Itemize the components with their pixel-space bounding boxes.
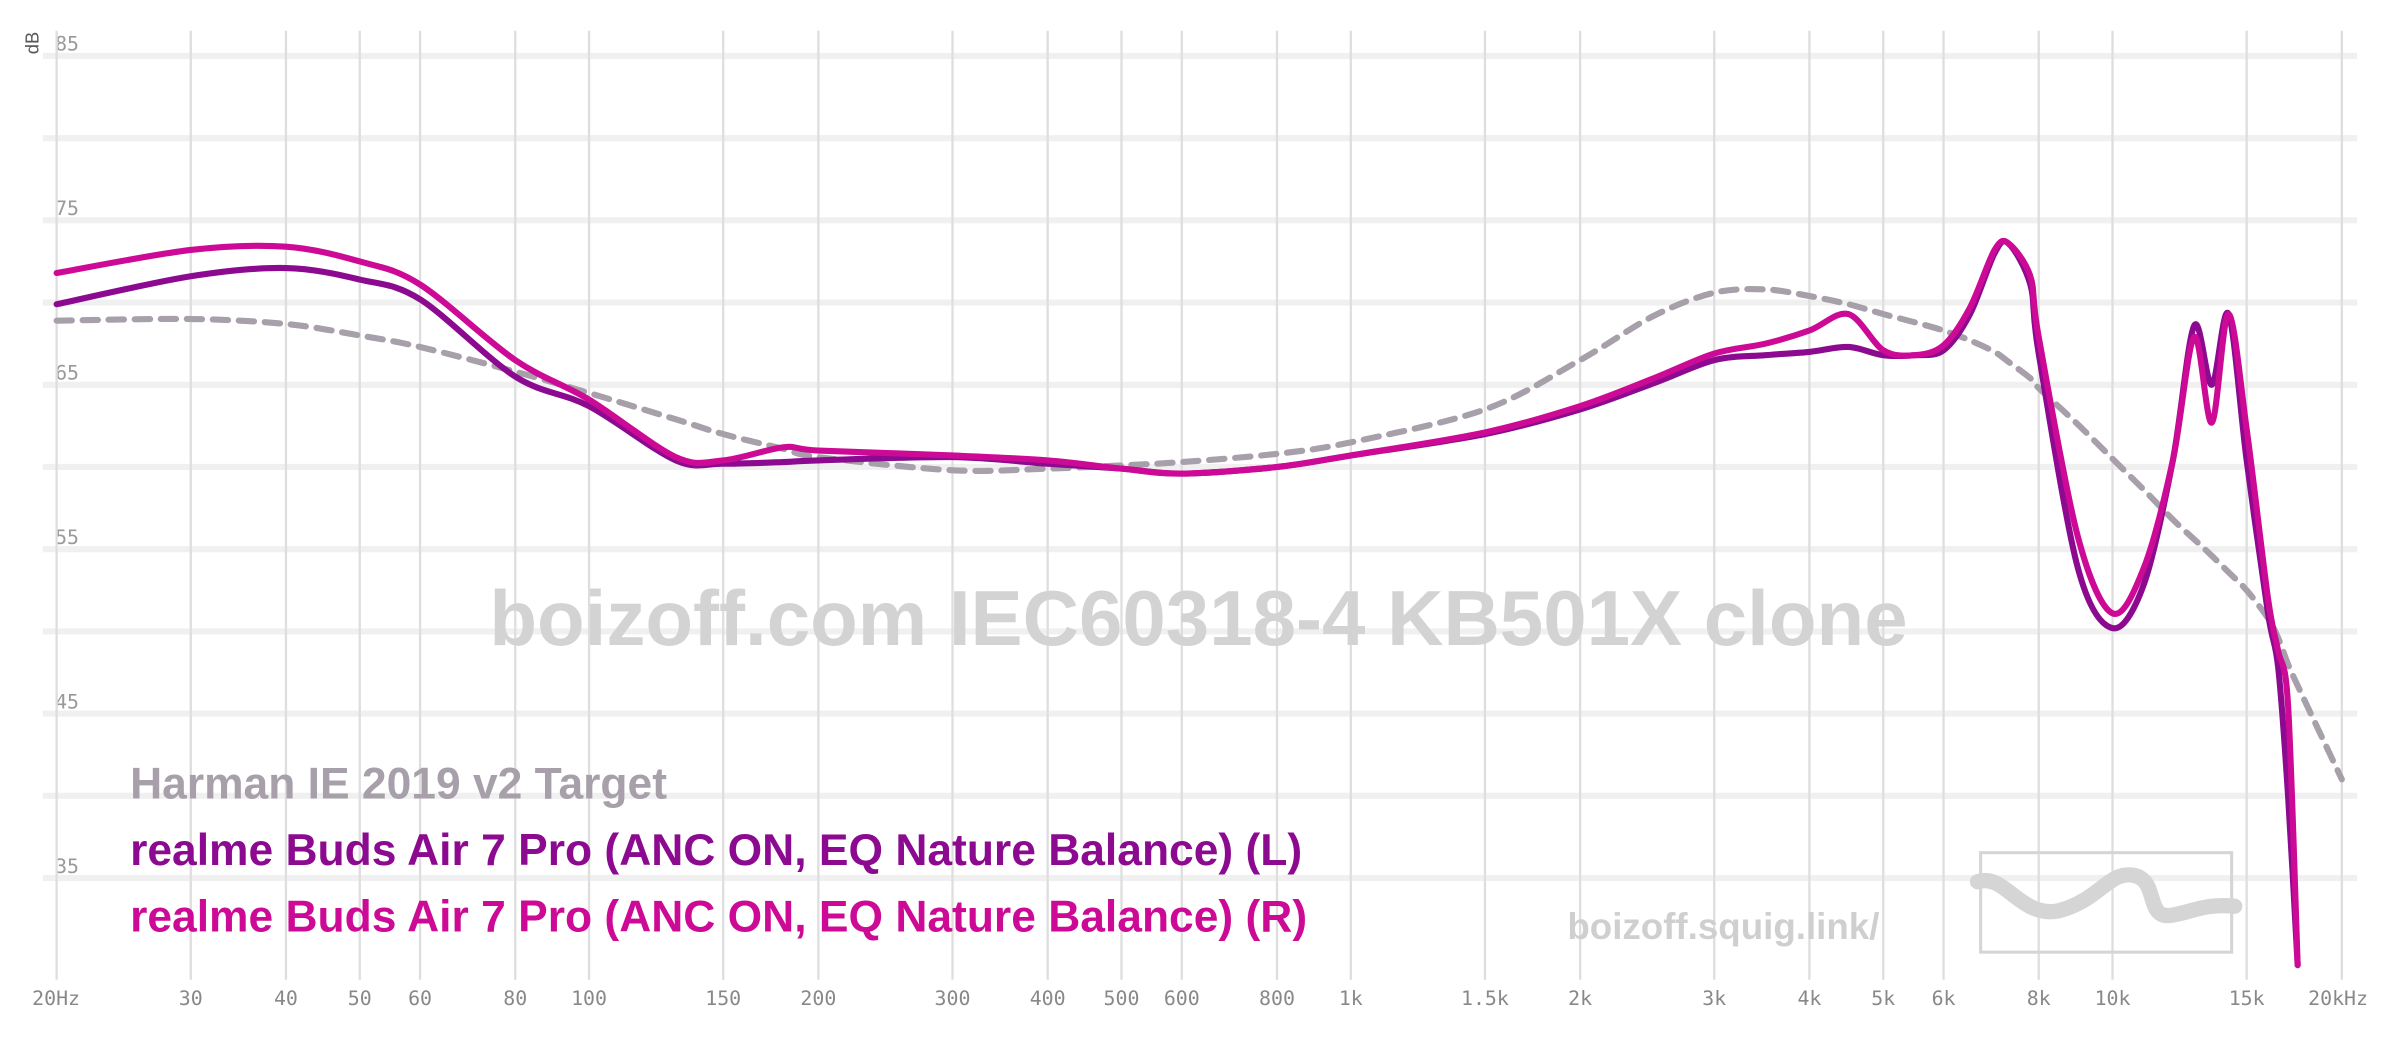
x-tick-label: 2k xyxy=(1568,987,1592,1010)
legend-entry: Harman IE 2019 v2 Target xyxy=(130,760,667,809)
site-link: boizoff.squig.link/ xyxy=(1567,906,1879,947)
x-tick-label: 6k xyxy=(1932,987,1956,1010)
legend: Harman IE 2019 v2 Target realme Buds Air … xyxy=(130,760,1307,942)
watermark: boizoff.com IEC60318-4 KB501X clone xyxy=(489,574,1907,662)
x-tick-label: 15k xyxy=(2229,987,2265,1010)
series-line xyxy=(53,238,2301,969)
x-tick-label: 200 xyxy=(800,987,836,1010)
x-tick-label: 10k xyxy=(2095,987,2131,1010)
x-tick-label: 300 xyxy=(935,987,971,1010)
x-tick-label: 20Hz xyxy=(32,987,80,1010)
x-tick-label: 400 xyxy=(1030,987,1066,1010)
logo-wave xyxy=(1969,867,2243,924)
x-tick-label: 8k xyxy=(2027,987,2051,1010)
x-tick-label: 40 xyxy=(274,987,298,1010)
x-tick-label: 50 xyxy=(348,987,372,1010)
x-tick-label: 800 xyxy=(1259,987,1295,1010)
logo xyxy=(1969,851,2243,954)
grid: 35 45 55 65 75 85 20Hz 30 40 50 60 80 100 150 200 300 40… xyxy=(32,30,2368,1010)
x-tick-label: 80 xyxy=(503,987,527,1010)
y-tick-label: 75 xyxy=(55,197,79,220)
x-tick-label: 500 xyxy=(1104,987,1140,1010)
y-tick-label: 85 xyxy=(55,33,79,56)
x-tick-label: 30 xyxy=(179,987,203,1010)
legend-entry: realme Buds Air 7 Pro (ANC ON, EQ Nature… xyxy=(130,826,1302,875)
series-line xyxy=(53,286,2345,783)
x-tick-label: 600 xyxy=(1164,987,1200,1010)
x-tick-label: 4k xyxy=(1797,987,1821,1010)
x-tick-label: 60 xyxy=(408,987,432,1010)
x-tick-label: 20kHz xyxy=(2308,987,2368,1010)
y-tick-label: 55 xyxy=(55,526,79,549)
x-tick-label: 150 xyxy=(705,987,741,1010)
series-line xyxy=(53,237,2301,969)
x-tick-label: 5k xyxy=(1871,987,1895,1010)
y-tick-label: 65 xyxy=(55,362,79,385)
x-tick-label: 1k xyxy=(1339,987,1363,1010)
y-tick-label: 45 xyxy=(55,690,79,713)
x-tick-label: 3k xyxy=(1702,987,1726,1010)
x-tick-label: 100 xyxy=(571,987,607,1010)
x-tick-label: 1.5k xyxy=(1461,987,1509,1010)
lines xyxy=(53,237,2345,969)
y-axis-label: dB xyxy=(22,32,43,54)
y-tick-label: 35 xyxy=(55,855,79,878)
legend-entry: realme Buds Air 7 Pro (ANC ON, EQ Nature… xyxy=(130,893,1307,942)
